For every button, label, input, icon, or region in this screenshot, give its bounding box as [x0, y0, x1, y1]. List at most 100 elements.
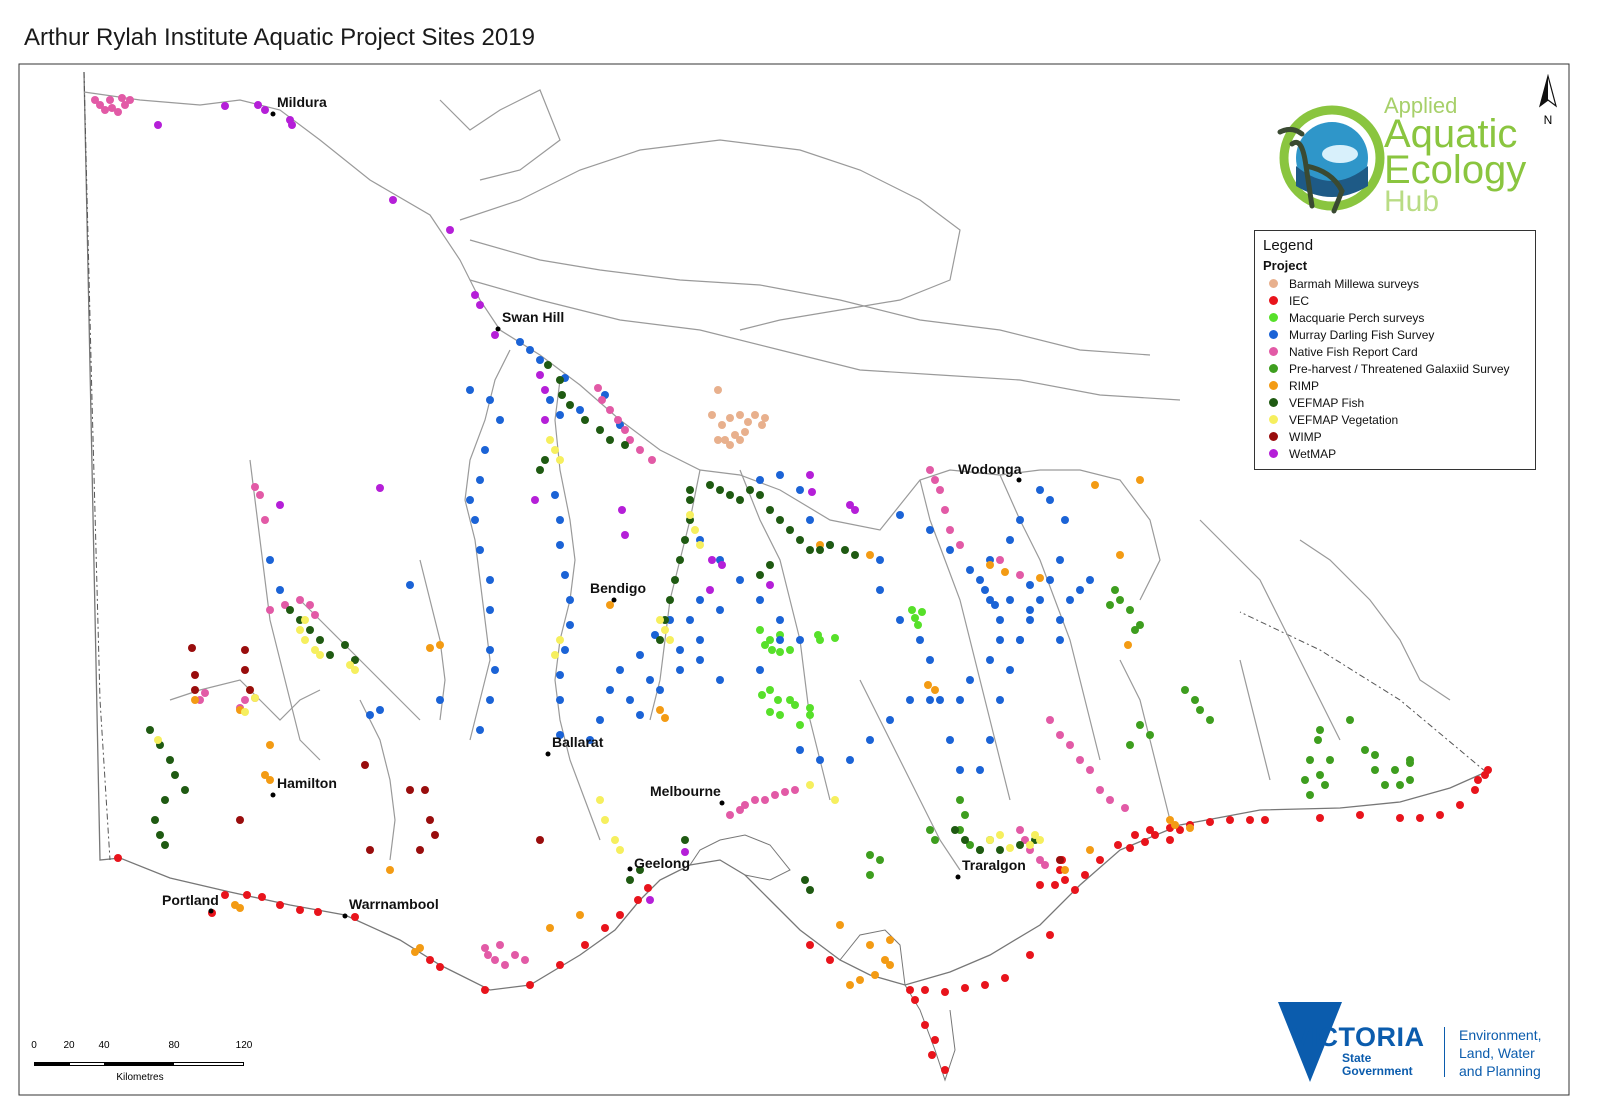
- site-point: [1196, 706, 1204, 714]
- hub-line2: Aquatic: [1384, 111, 1518, 156]
- site-point: [1396, 781, 1404, 789]
- site-point: [718, 421, 726, 429]
- site-point: [551, 651, 559, 659]
- site-point: [786, 526, 794, 534]
- site-point: [816, 756, 824, 764]
- site-point: [976, 576, 984, 584]
- site-point: [261, 516, 269, 524]
- site-point: [516, 338, 524, 346]
- legend-subheading: Project: [1263, 258, 1308, 273]
- city-dot: [342, 913, 348, 919]
- site-point: [1006, 536, 1014, 544]
- site-point: [551, 491, 559, 499]
- site-point: [118, 94, 126, 102]
- site-point: [601, 924, 609, 932]
- site-point: [241, 666, 249, 674]
- site-point: [851, 506, 859, 514]
- site-point: [411, 948, 419, 956]
- site-point: [1124, 641, 1132, 649]
- site-point: [791, 786, 799, 794]
- legend-label: WIMP: [1289, 429, 1322, 444]
- site-point: [426, 956, 434, 964]
- site-point: [981, 981, 989, 989]
- site-point: [656, 616, 664, 624]
- site-point: [686, 511, 694, 519]
- city-dot: [495, 326, 501, 332]
- site-point: [544, 361, 552, 369]
- hub-line1: Applied: [1384, 93, 1458, 118]
- city-dot: [627, 866, 633, 872]
- site-point: [276, 501, 284, 509]
- site-point: [1086, 846, 1094, 854]
- site-point: [1121, 804, 1129, 812]
- site-point: [556, 696, 564, 704]
- site-point: [301, 616, 309, 624]
- site-point: [486, 576, 494, 584]
- site-point: [261, 106, 269, 114]
- site-point: [1306, 791, 1314, 799]
- site-point: [1406, 776, 1414, 784]
- site-point: [126, 96, 134, 104]
- site-point: [1066, 596, 1074, 604]
- site-point: [986, 561, 994, 569]
- site-point: [686, 486, 694, 494]
- site-point: [681, 848, 689, 856]
- site-point: [436, 641, 444, 649]
- site-point: [556, 961, 564, 969]
- site-point: [296, 626, 304, 634]
- legend-item: VEFMAP Fish: [1263, 394, 1527, 411]
- site-point: [236, 816, 244, 824]
- city-dot: [719, 800, 725, 806]
- site-point: [1001, 974, 1009, 982]
- site-point: [1111, 586, 1119, 594]
- site-point: [796, 636, 804, 644]
- hub-logo-text: Applied Aquatic Ecology Hub: [1384, 93, 1526, 218]
- site-point: [886, 936, 894, 944]
- site-point: [1316, 726, 1324, 734]
- site-point: [1141, 838, 1149, 846]
- site-point: [114, 108, 122, 116]
- site-point: [1114, 841, 1122, 849]
- site-point: [536, 466, 544, 474]
- site-point: [1326, 756, 1334, 764]
- site-point: [188, 644, 196, 652]
- site-point: [766, 506, 774, 514]
- legend-item: Murray Darling Fish Survey: [1263, 326, 1527, 343]
- site-point: [831, 796, 839, 804]
- site-point: [241, 646, 249, 654]
- site-point: [526, 346, 534, 354]
- site-point: [541, 386, 549, 394]
- north-arrow-icon: N: [1538, 74, 1558, 127]
- site-point: [836, 921, 844, 929]
- site-point: [576, 911, 584, 919]
- city-dot: [1016, 477, 1022, 483]
- site-point: [191, 671, 199, 679]
- site-point: [1076, 756, 1084, 764]
- legend-swatch: [1269, 415, 1278, 424]
- site-point: [1371, 766, 1379, 774]
- site-point: [1181, 686, 1189, 694]
- site-point: [491, 666, 499, 674]
- site-point: [1136, 476, 1144, 484]
- site-point: [1471, 786, 1479, 794]
- city-label: Bendigo: [590, 580, 646, 596]
- site-point: [1046, 496, 1054, 504]
- site-point: [691, 526, 699, 534]
- site-point: [756, 571, 764, 579]
- site-point: [1106, 601, 1114, 609]
- legend-heading: Legend: [1263, 237, 1314, 254]
- site-point: [931, 836, 939, 844]
- site-point: [541, 456, 549, 464]
- site-point: [606, 436, 614, 444]
- site-point: [986, 836, 994, 844]
- site-point: [926, 826, 934, 834]
- site-point: [661, 714, 669, 722]
- site-point: [1346, 716, 1354, 724]
- site-point: [826, 541, 834, 549]
- hub-line4: Hub: [1384, 184, 1440, 218]
- site-point: [311, 611, 319, 619]
- site-point: [406, 786, 414, 794]
- hub-logo-icon: [1277, 105, 1385, 214]
- site-point: [581, 416, 589, 424]
- site-point: [601, 816, 609, 824]
